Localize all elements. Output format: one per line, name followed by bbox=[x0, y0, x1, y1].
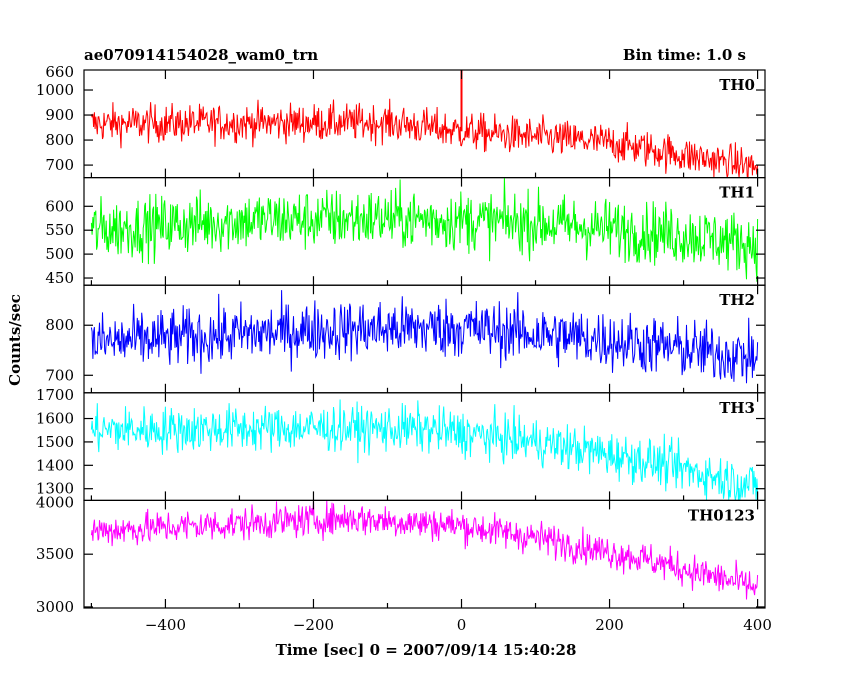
y-tick-label-th0123: 3000 bbox=[36, 598, 74, 616]
y-tick-label-th2: 700 bbox=[45, 366, 74, 384]
y-tick-label-th1: 550 bbox=[45, 221, 74, 239]
bin-time-label: Bin time: 1.0 s bbox=[623, 46, 746, 64]
y-top-label-th0123: 4000 bbox=[36, 493, 74, 511]
y-tick-label-th1: 500 bbox=[45, 245, 74, 263]
panel-th0123: 3000 3500 4000 TH0123 bbox=[36, 493, 766, 616]
panel-label-th3: TH3 bbox=[719, 399, 755, 417]
y-top-label-th3: 1700 bbox=[36, 386, 74, 404]
y-axis-label: Counts/sec bbox=[6, 294, 24, 386]
panel-label-th1: TH1 bbox=[719, 184, 755, 202]
panel-label-th0: TH0 bbox=[719, 76, 755, 94]
panel-th1: 450 500 550 600 TH1 bbox=[45, 177, 766, 287]
series-line-th2 bbox=[90, 290, 759, 384]
y-tick-label-th3: 1600 bbox=[36, 410, 74, 428]
x-tick-label: −200 bbox=[293, 616, 334, 634]
y-tick-label-th0: 700 bbox=[45, 156, 74, 174]
x-tick-label: 200 bbox=[595, 616, 624, 634]
series-line-th1 bbox=[90, 177, 759, 282]
series-line-th0123 bbox=[90, 500, 759, 600]
x-tick-label: 0 bbox=[457, 616, 467, 634]
x-tick-label: 400 bbox=[743, 616, 772, 634]
y-tick-label-th0: 900 bbox=[45, 106, 74, 124]
observation-id-title: ae070914154028_wam0_trn bbox=[84, 46, 318, 64]
x-tick-label: −400 bbox=[145, 616, 186, 634]
y-tick-label-th3: 1400 bbox=[36, 456, 74, 474]
panel-th2: 700 800 TH2 bbox=[45, 284, 766, 394]
y-tick-label-th0123: 3500 bbox=[36, 545, 74, 563]
y-tick-label-th0: 800 bbox=[45, 131, 74, 149]
y-tick-label-th0: 1000 bbox=[36, 81, 74, 99]
series-line-th3 bbox=[90, 399, 759, 501]
panel-label-th0123: TH0123 bbox=[688, 506, 755, 524]
y-tick-label-th1: 450 bbox=[45, 269, 74, 287]
panel-th3: 1300 1400 1500 1600 1700 TH3 bbox=[36, 386, 766, 501]
series-line-th0 bbox=[90, 98, 759, 179]
x-axis-label: Time [sec] 0 = 2007/09/14 15:40:28 bbox=[276, 641, 577, 659]
y-tick-label-th3: 1300 bbox=[36, 480, 74, 498]
y-top-label-th0: 660 bbox=[45, 63, 74, 81]
panel-label-th2: TH2 bbox=[719, 291, 755, 309]
y-tick-label-th3: 1500 bbox=[36, 433, 74, 451]
y-tick-label-th2: 800 bbox=[45, 316, 74, 334]
panel-frame-th3 bbox=[83, 392, 766, 501]
y-tick-label-th1: 600 bbox=[45, 197, 74, 215]
